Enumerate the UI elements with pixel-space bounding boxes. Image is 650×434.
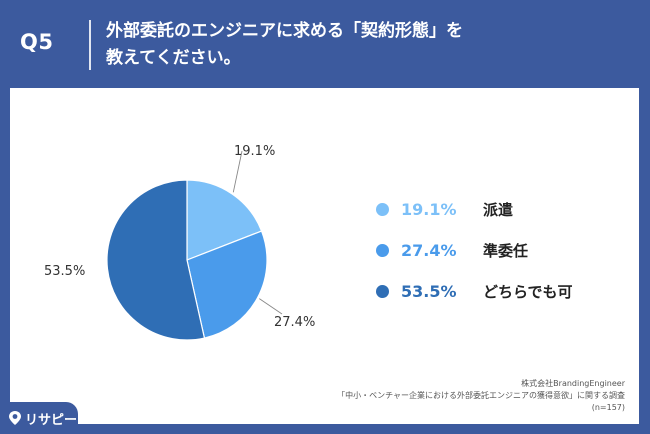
slice-value-label: 27.4% (274, 315, 316, 330)
logo-text: リサピー (25, 412, 78, 428)
leader-line (259, 298, 283, 315)
header-divider (89, 20, 91, 70)
brand-logo: リサピー (8, 408, 77, 428)
legend-swatch (376, 202, 389, 216)
slice-value-label: 53.5% (44, 264, 86, 279)
legend-value: 27.4% (401, 240, 457, 260)
question-number: Q5 (20, 30, 54, 54)
pie-chart (106, 150, 283, 341)
source-survey: 「中小・ベンチャー企業における外部委託エンジニアの獲得意欲」に関する調査 (337, 391, 625, 400)
pin-icon (9, 411, 21, 425)
slice-value-label: 19.1% (234, 144, 276, 159)
legend-label: 派遣 (483, 200, 514, 219)
question-header: Q5 外部委託のエンジニアに求める「契約形態」を 教えてください。 (0, 0, 650, 88)
question-title: 外部委託のエンジニアに求める「契約形態」を 教えてください。 (106, 18, 626, 72)
chart-panel: 19.1% 27.4% 53.5% 19.1% 派遣 27.4% 準委任 53.5% どちらで… (10, 88, 639, 424)
legend-item: 27.4% 準委任 (376, 237, 528, 263)
legend-label: どちらでも可 (483, 282, 573, 301)
legend-label: 準委任 (483, 241, 529, 260)
slice-either (106, 179, 206, 341)
legend-item: 53.5% どちらでも可 (376, 278, 573, 304)
legend-item: 19.1% 派遣 (376, 196, 513, 222)
slice-junitaku (186, 230, 268, 339)
leader-line (232, 150, 243, 193)
legend-swatch (376, 284, 389, 298)
legend-value: 19.1% (401, 199, 457, 219)
slice-haken (186, 179, 263, 261)
source-sample-size: (n=157) (591, 403, 625, 412)
question-title-line-1: 外部委託のエンジニアに求める「契約形態」を (106, 21, 463, 41)
source-company: 株式会社BrandingEngineer (521, 379, 625, 388)
source-note: 株式会社BrandingEngineer 「中小・ベンチャー企業における外部委託… (337, 378, 625, 414)
legend-swatch (376, 243, 389, 257)
question-title-line-2: 教えてください。 (106, 48, 241, 68)
legend-value: 53.5% (401, 281, 457, 301)
